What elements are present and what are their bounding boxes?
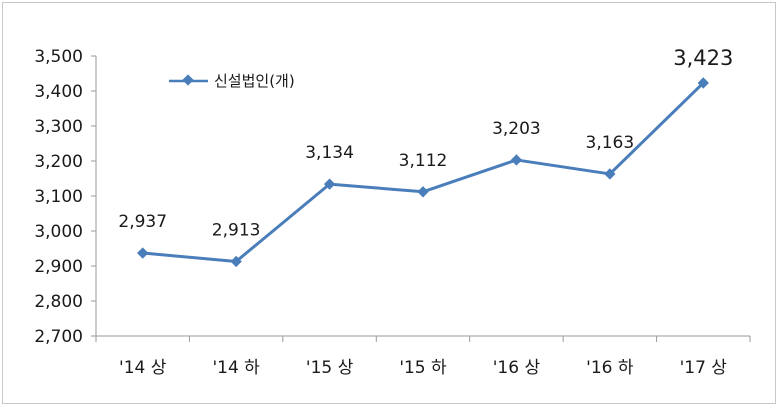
- data-point: [510, 154, 523, 166]
- y-axis-ticks: 2,700 2,800 2,900 3,000 3,100 3,200 3,300 3,400…: [34, 47, 96, 347]
- x-axis-ticks: '14 상 '14 하 '15 상 '15 하 '16 상 '16 하 '17 상: [95, 336, 751, 378]
- data-point: [323, 178, 336, 190]
- y-tick-label: 2,800: [34, 292, 83, 312]
- y-tick-label: 3,000: [34, 222, 83, 242]
- y-tick-label: 3,200: [34, 152, 83, 172]
- x-tick-label: '14 하: [212, 358, 260, 378]
- data-point: [417, 186, 429, 198]
- data-label: 3,203: [492, 119, 541, 139]
- y-tick-label: 3,300: [34, 117, 83, 137]
- x-tick-label: '16 상: [493, 358, 541, 378]
- x-tick-label: '15 하: [399, 358, 447, 378]
- y-tick-label: 3,400: [34, 82, 83, 102]
- data-label: 3,134: [305, 143, 354, 163]
- data-point: [604, 168, 616, 180]
- data-label: 2,937: [118, 212, 167, 232]
- x-tick-label: '15 상: [306, 358, 354, 378]
- y-tick-label: 2,700: [34, 327, 83, 347]
- x-tick-label: '14 상: [119, 358, 167, 378]
- chart-frame: 2,700 2,800 2,900 3,000 3,100 3,200 3,300 3,400…: [2, 2, 776, 404]
- data-label: 2,913: [212, 220, 261, 240]
- y-tick-label: 3,100: [34, 187, 83, 207]
- y-tick-label: 3,500: [34, 47, 83, 67]
- y-tick-label: 2,900: [34, 257, 83, 277]
- x-tick-label: '16 하: [586, 358, 634, 378]
- data-label: 3,163: [586, 133, 635, 153]
- x-tick-label: '17 상: [680, 358, 728, 378]
- legend: 신설법인(개): [169, 72, 295, 90]
- series-line-group: 2,937 2,913 3,134 3,112 3,203 3,163 3,423: [118, 46, 733, 268]
- line-chart: 2,700 2,800 2,900 3,000 3,100 3,200 3,300 3,400…: [34, 46, 751, 378]
- legend-label: 신설법인(개): [214, 72, 295, 90]
- data-point: [137, 247, 149, 259]
- data-label: 3,112: [399, 151, 448, 171]
- legend-marker-swatch: [182, 74, 194, 86]
- data-label: 3,423: [673, 46, 733, 70]
